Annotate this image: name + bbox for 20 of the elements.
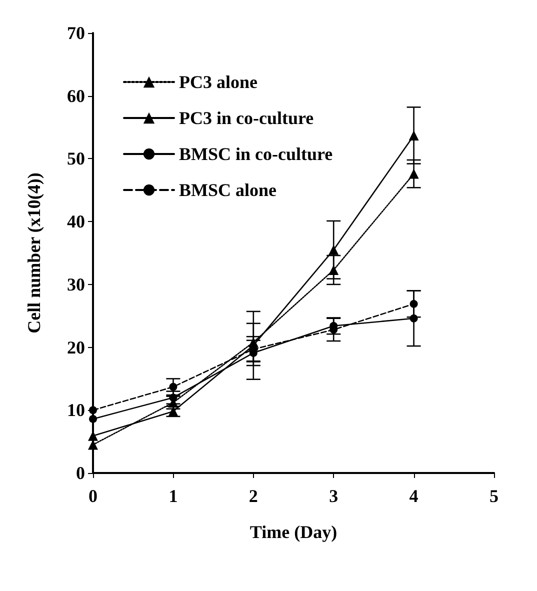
y-tick-label: 10 bbox=[67, 400, 85, 420]
legend-label: BMSC alone bbox=[179, 180, 277, 200]
x-tick-label: 5 bbox=[490, 486, 498, 506]
x-tick-label: 3 bbox=[329, 486, 338, 506]
x-tick-label: 4 bbox=[409, 486, 418, 506]
y-tick-label: 70 bbox=[67, 23, 85, 43]
x-tick-label: 2 bbox=[248, 486, 258, 506]
x-tick-label: 0 bbox=[88, 486, 98, 506]
y-tick-label: 0 bbox=[76, 463, 85, 483]
y-tick-label: 50 bbox=[67, 148, 85, 169]
y-tick-label: 20 bbox=[67, 337, 85, 358]
legend-label: PC3 alone bbox=[179, 72, 258, 92]
x-tick-label: 1 bbox=[168, 486, 178, 506]
y-axis-title: Cell number (x10(4)) bbox=[24, 172, 44, 334]
legend-label: PC3 in co-culture bbox=[179, 108, 314, 128]
y-tick-label: 40 bbox=[67, 212, 85, 232]
y-tick-label: 30 bbox=[67, 274, 85, 294]
x-axis-title: Time (Day) bbox=[250, 522, 338, 542]
y-tick-label: 60 bbox=[67, 86, 85, 106]
legend-label: BMSC in co-culture bbox=[179, 144, 333, 164]
